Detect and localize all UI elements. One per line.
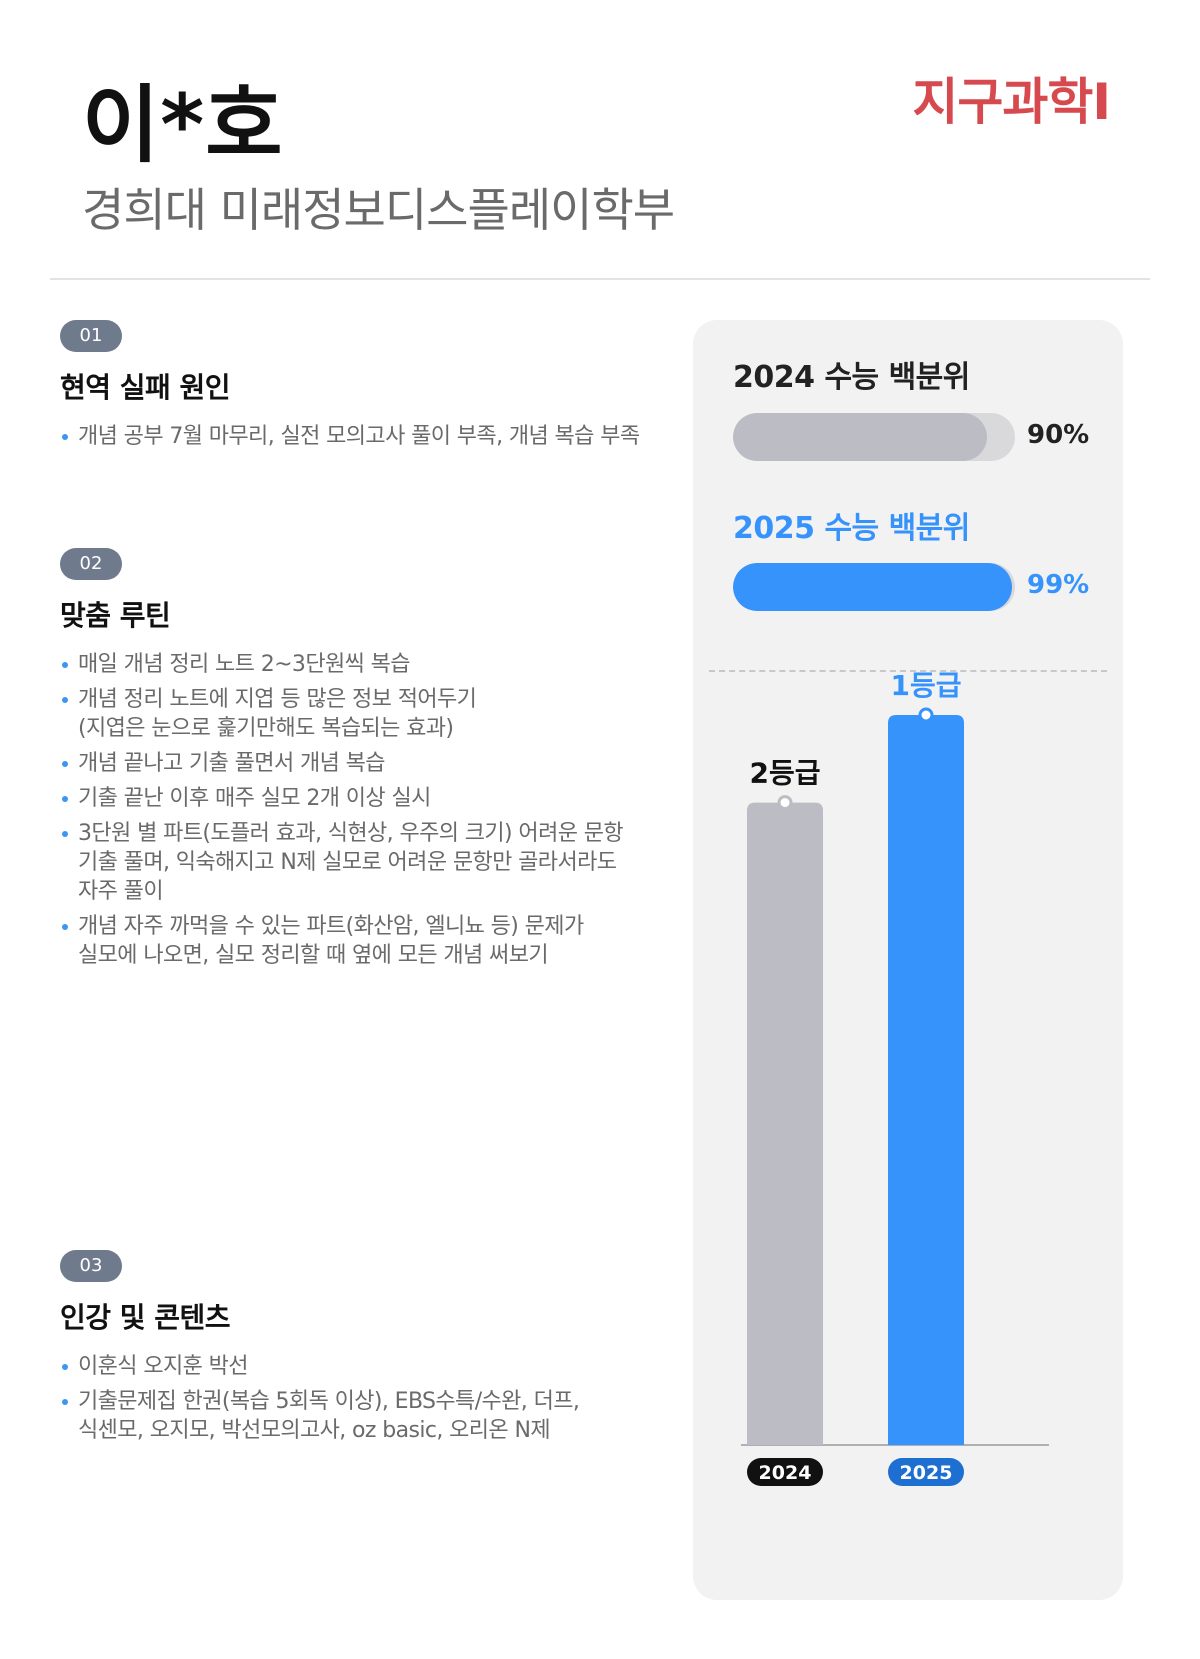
grade-bar-marker xyxy=(777,795,793,811)
header-divider xyxy=(50,278,1150,280)
percentile-fill-2025 xyxy=(733,563,1013,611)
section-badge: 03 xyxy=(60,1250,122,1282)
list-item: 개념 정리 노트에 지엽 등 많은 정보 적어두기 (지엽은 눈으로 훑기만해도 … xyxy=(60,685,660,743)
grade-bar-marker xyxy=(918,707,934,723)
section-list: 개념 공부 7월 마무리, 실전 모의고사 풀이 부족, 개념 복습 부족 xyxy=(60,422,660,451)
year-tick-pill xyxy=(747,1458,823,1486)
year-tick-label: 2024 xyxy=(759,1462,812,1484)
year-tick-pill xyxy=(888,1458,964,1486)
section-title: 인강 및 콘텐츠 xyxy=(60,1301,231,1334)
school-name: 경희대 미래정보디스플레이학부 xyxy=(82,183,675,237)
percentile-track-2024 xyxy=(733,413,1015,461)
list-item: 개념 공부 7월 마무리, 실전 모의고사 풀이 부족, 개념 복습 부족 xyxy=(60,422,660,451)
section-failure-cause: 01 현역 실패 원인 개념 공부 7월 마무리, 실전 모의고사 풀이 부족,… xyxy=(60,320,660,457)
subject-label: 지구과학Ⅰ xyxy=(912,73,1111,131)
percentile-value-2024: 90% xyxy=(1027,420,1090,450)
grade-bar-chart: 2등급 2024 1등급 2025 xyxy=(741,669,1049,1486)
panel-dashed-divider xyxy=(709,670,1107,672)
list-item: 개념 자주 까먹을 수 있는 파트(화산암, 엘니뇨 등) 문제가 실모에 나오면… xyxy=(60,912,660,970)
section-title: 현역 실패 원인 xyxy=(60,371,231,404)
list-item: 기출 끝난 이후 매주 실모 2개 이상 실시 xyxy=(60,784,660,813)
grade-value-label: 1등급 xyxy=(890,669,961,702)
grade-value-label: 2등급 xyxy=(749,757,820,790)
percentile-track-2025 xyxy=(733,563,1015,611)
student-name: 이*호 xyxy=(82,76,284,174)
list-item: 개념 끝나고 기출 풀면서 개념 복습 xyxy=(60,749,660,778)
list-item: 기출문제집 한권(복습 5회독 이상), EBS수특/수완, 더프, 식센모, 오… xyxy=(60,1387,660,1445)
percentile-value-2025: 99% xyxy=(1027,570,1090,600)
grade-bar-2024 xyxy=(747,802,823,1445)
section-badge: 01 xyxy=(60,320,122,352)
percentile-label-2024: 2024 수능 백분위 xyxy=(733,360,970,395)
section-title: 맞춤 루틴 xyxy=(60,599,171,632)
percentile-label-2025: 2025 수능 백분위 xyxy=(733,511,970,546)
percentile-fill-2024 xyxy=(733,413,987,461)
year-tick-label: 2025 xyxy=(900,1462,953,1484)
list-item: 이훈식 오지훈 박선 xyxy=(60,1352,660,1381)
section-badge: 02 xyxy=(60,548,122,580)
list-item: 매일 개념 정리 노트 2~3단원씩 복습 xyxy=(60,650,660,679)
grade-bar-2025 xyxy=(888,715,964,1445)
list-item: 3단원 별 파트(도플러 효과, 식현상, 우주의 크기) 어려운 문항 기출 풀… xyxy=(60,819,660,906)
stats-panel: 2024 수능 백분위 90% 2025 수능 백분위 99% 2등급 2024 1… xyxy=(693,320,1123,1600)
